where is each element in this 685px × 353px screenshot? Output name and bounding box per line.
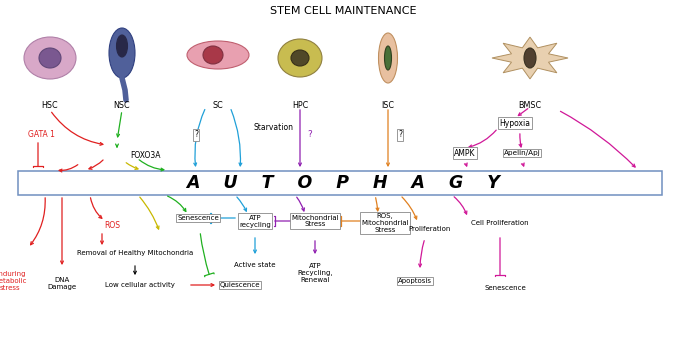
Ellipse shape (187, 41, 249, 69)
Ellipse shape (379, 33, 397, 83)
Text: Hypoxia: Hypoxia (499, 119, 530, 127)
Text: HSC: HSC (42, 101, 58, 109)
Text: SC: SC (212, 101, 223, 109)
Text: ISC: ISC (382, 101, 395, 109)
Ellipse shape (384, 46, 392, 70)
Text: Proliferation: Proliferation (409, 226, 451, 232)
Ellipse shape (291, 50, 309, 66)
Text: ROS,
Mitochondrial
Stress: ROS, Mitochondrial Stress (361, 213, 409, 233)
Text: Apoptosis: Apoptosis (398, 278, 432, 284)
Text: HPC: HPC (292, 101, 308, 109)
Text: AMPK: AMPK (454, 149, 476, 157)
Text: DNA
Damage: DNA Damage (47, 276, 77, 289)
Text: ATP
Recycling,
Renewal: ATP Recycling, Renewal (297, 263, 333, 283)
Ellipse shape (39, 48, 61, 68)
Text: STEM CELL MAINTENANCE: STEM CELL MAINTENANCE (270, 6, 416, 16)
Text: Enduring
metabolic
stress: Enduring metabolic stress (0, 271, 27, 291)
Ellipse shape (278, 39, 322, 77)
FancyBboxPatch shape (18, 171, 662, 195)
Text: ROS: ROS (104, 221, 120, 229)
Text: Senescence: Senescence (177, 215, 219, 221)
Text: ?: ? (308, 131, 312, 139)
Ellipse shape (24, 37, 76, 79)
Ellipse shape (116, 35, 127, 57)
Text: ATP
recycling: ATP recycling (239, 215, 271, 227)
Text: NSC: NSC (114, 101, 130, 109)
Polygon shape (492, 37, 568, 79)
Ellipse shape (203, 46, 223, 64)
Text: BMSC: BMSC (519, 101, 542, 109)
Text: ?: ? (398, 131, 402, 139)
Text: FOXO3A: FOXO3A (130, 150, 160, 160)
Text: Apelin/Apj: Apelin/Apj (503, 150, 540, 156)
Text: Starvation: Starvation (253, 124, 293, 132)
Ellipse shape (109, 28, 135, 78)
Text: A    U    T    O    P    H    A    G    Y: A U T O P H A G Y (186, 174, 500, 192)
Ellipse shape (524, 48, 536, 68)
Text: ?: ? (194, 131, 198, 139)
Text: Active state: Active state (234, 262, 276, 268)
Text: Removal of Healthy Mitochondria: Removal of Healthy Mitochondria (77, 250, 193, 256)
Text: Mitochondrial
Stress: Mitochondrial Stress (291, 215, 339, 227)
Text: Cell Proliferation: Cell Proliferation (471, 220, 529, 226)
Text: Low cellular activity: Low cellular activity (105, 282, 175, 288)
Text: Quiescence: Quiescence (220, 282, 260, 288)
Text: Senescence: Senescence (484, 285, 526, 291)
Text: GATA 1: GATA 1 (28, 131, 55, 139)
